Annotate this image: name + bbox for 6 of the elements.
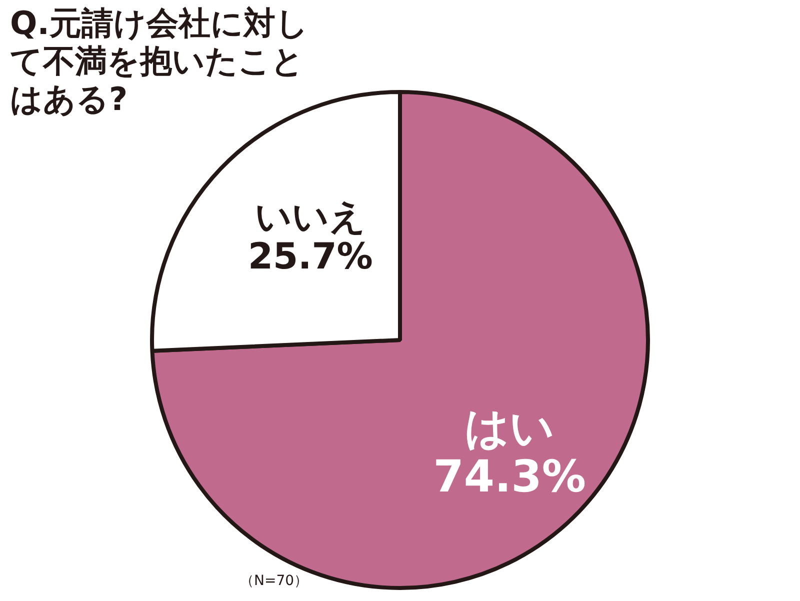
data-label: 74.3% [433, 451, 586, 502]
chart-title: Q.元請け会社に対して不満を抱いたことはある? [10, 4, 310, 118]
data-label: 25.7% [248, 236, 373, 278]
slice-label: はい [464, 402, 555, 454]
text: （N=70） [240, 572, 308, 590]
slice-label: いいえ [254, 196, 366, 238]
